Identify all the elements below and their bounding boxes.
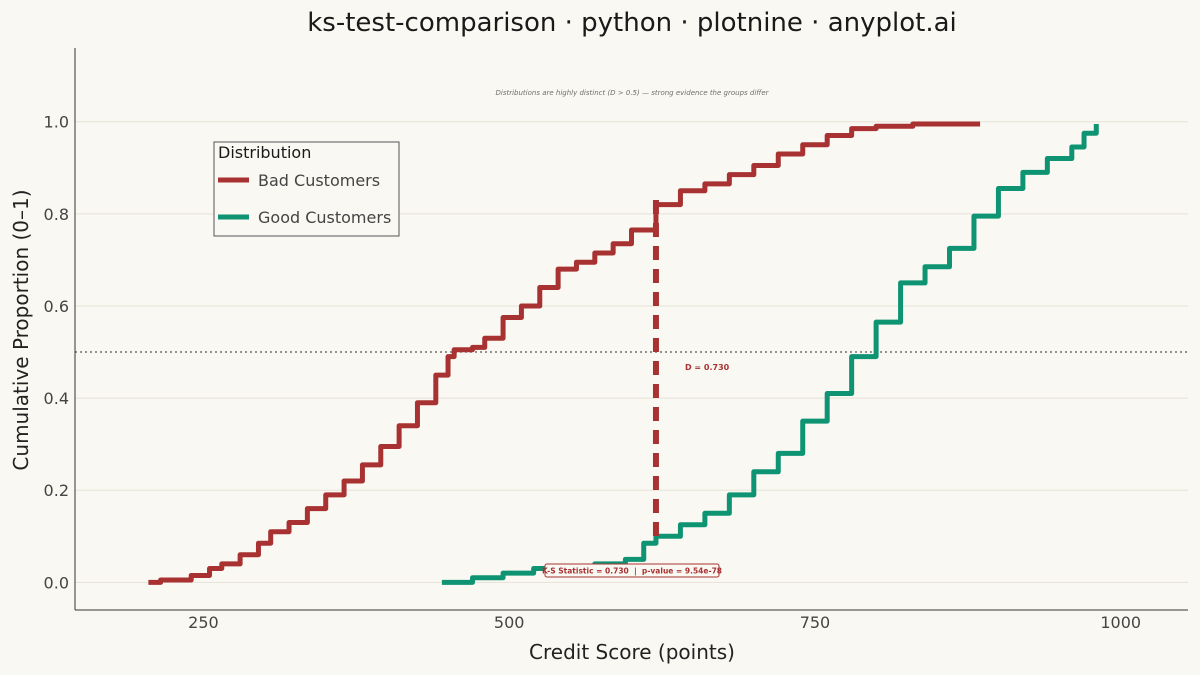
series-line-good-customers xyxy=(441,124,1099,585)
stats-box-text: K-S Statistic = 0.730 | p-value = 9.54e-… xyxy=(542,567,722,577)
y-axis-title: Cumulative Proportion (0–1) xyxy=(9,189,33,470)
stats-box-frame xyxy=(544,563,720,578)
series-line-bad-customers xyxy=(148,121,981,585)
tick-labels: 0.0 0.2 0.4 0.6 0.8 1.0 250 500 750 1000 xyxy=(44,113,1142,632)
legend-label-good: Good Customers xyxy=(258,208,391,227)
x-tick-label: 1000 xyxy=(1100,613,1141,632)
y-tick-label: 0.2 xyxy=(44,481,69,500)
chart-title: ks-test-comparison · python · plotnine ·… xyxy=(307,8,957,38)
legend-box xyxy=(213,141,400,237)
legend-title: Distribution xyxy=(218,143,311,162)
y-tick-label: 1.0 xyxy=(44,113,69,132)
x-tick-label: 500 xyxy=(494,613,525,632)
legend: Distribution Bad Customers Good Customer… xyxy=(213,141,400,237)
axes xyxy=(74,48,1188,611)
x-tick-label: 250 xyxy=(188,613,219,632)
x-axis-title: Credit Score (points) xyxy=(529,640,735,664)
top-annotation: Distributions are highly distinct (D > 0… xyxy=(495,89,769,97)
y-tick-label: 0.0 xyxy=(44,573,69,592)
y-tick-label: 0.6 xyxy=(44,297,69,316)
d-statistic-label: D = 0.730 xyxy=(685,363,730,372)
legend-label-bad: Bad Customers xyxy=(258,171,380,190)
y-tick-label: 0.4 xyxy=(44,389,69,408)
x-tick-label: 750 xyxy=(800,613,831,632)
stats-box: K-S Statistic = 0.730 | p-value = 9.54e-… xyxy=(542,563,722,578)
y-tick-label: 0.8 xyxy=(44,205,69,224)
